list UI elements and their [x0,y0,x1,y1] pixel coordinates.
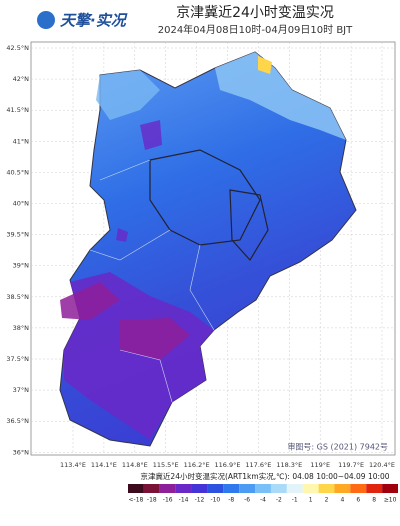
lon-label: 115.5°E [153,461,179,469]
legend-label: -1 [292,497,298,504]
legend-caption: 京津冀近24小时变温实况(ART1km实况,℃): 04.08 10:00~04… [140,471,389,481]
legend-label: -18 [147,497,157,504]
lat-label: 36°N [13,448,30,456]
lon-label: 116.9°E [215,461,241,469]
lat-label: 38.5°N [6,293,29,301]
legend-label: -14 [179,497,189,504]
boundary [89,159,215,403]
cold-spot [116,120,162,242]
lat-label: 37°N [13,386,30,394]
lon-label: 120.4°E [369,461,395,469]
lat-label: 41°N [13,137,30,145]
legend-swatch [143,484,160,493]
legend-label: -4 [260,497,266,504]
legend-label: <-18 [129,497,144,504]
legend-swatch [302,484,319,493]
legend-swatch [159,484,176,493]
legend-swatch [382,484,398,493]
legend-swatch [255,484,271,493]
legend-label: -12 [195,497,205,504]
logo: 天擎·实况 [60,12,128,30]
lon-label: 119.7°E [338,461,364,469]
lat-label: 40.5°N [6,168,29,176]
legend-swatch [175,484,192,493]
lon-label: 113.4°E [60,461,86,469]
legend-swatch [191,484,208,493]
lon-label: 116.2°E [184,461,210,469]
title: 京津冀近24小时变温实况 [176,5,334,21]
cold-area [64,272,214,440]
legend-label: -6 [244,497,250,504]
colder-area [60,282,190,360]
credit: 审图号: GS (2021) 7942号 [287,442,388,452]
lat-label: 42.5°N [6,44,29,52]
legend-swatch [239,484,256,493]
lat-label: 36.5°N [6,417,29,425]
lat-label: 38°N [13,324,30,332]
lon-label: 117.6°E [245,461,271,469]
legend-label: 6 [356,497,360,504]
logo-icon [37,11,55,29]
legend-label: 4 [340,497,344,504]
lat-label: 39.5°N [6,231,29,239]
legend-swatch [207,484,224,493]
legend-label: -16 [163,497,173,504]
lon-label: 114.1°E [91,461,117,469]
border [229,189,269,262]
legend-label: 1 [309,497,313,504]
lat-label: 39°N [13,262,30,270]
warm-area [215,52,346,140]
legend-label: -8 [228,497,234,504]
lon-label: 114.8°E [122,461,148,469]
legend-swatch [350,484,367,493]
lat-label: 42°N [13,75,30,83]
lat-label: 37.5°N [6,355,29,363]
light-area [96,70,160,120]
legend-label: 8 [372,497,376,504]
legend-swatch [270,484,287,493]
legend: <-18 -18 -16 -14 -12 -10 -8 -6 -4 -2 -1 1 2 4 6 8 ≥10 [128,484,398,504]
legend-swatch [318,484,335,493]
legend-swatch [223,484,240,493]
legend-swatch [366,484,383,493]
lon-label: 118.3°E [276,461,302,469]
legend-swatch [128,484,144,493]
legend-swatch [334,484,351,493]
legend-label: 2 [325,497,329,504]
subtitle: 2024年04月08日10时-04月09日10时 BJT [158,23,353,36]
legend-label: ≥10 [384,497,397,504]
lat-label: 40°N [13,200,30,208]
legend-label: -2 [276,497,282,504]
legend-swatch [286,484,303,493]
warm-spot [258,56,272,74]
legend-label: -10 [210,497,220,504]
lon-label: 119°E [310,461,330,469]
lat-label: 41.5°N [6,106,29,114]
border [149,149,261,246]
